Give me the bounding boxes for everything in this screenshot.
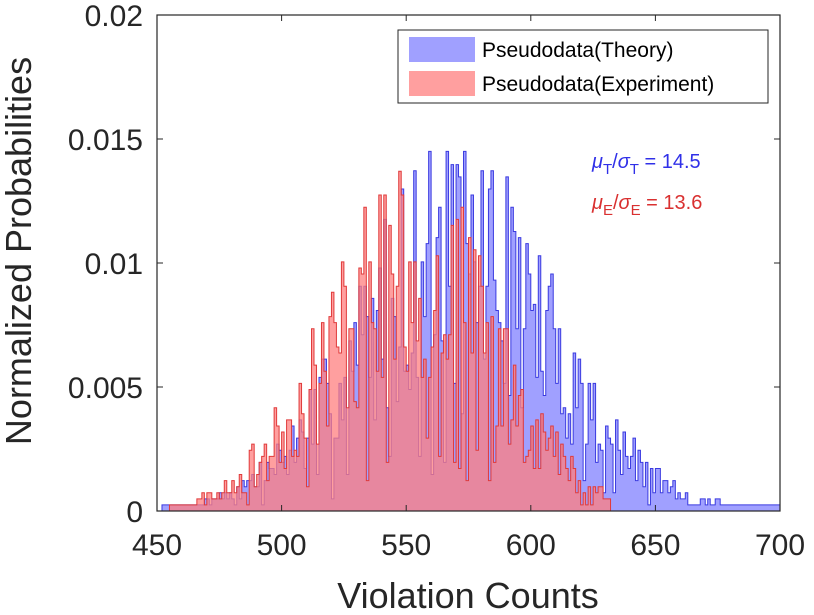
ticks-group: 450 500 550 600 650 700 0 0.005 0.01 0.015 0.02 (68, 0, 805, 562)
y-tick-label-0.015: 0.015 (68, 124, 143, 157)
annot-exp-sub1: E (603, 202, 613, 219)
x-tick-label-700: 700 (755, 529, 805, 562)
y-tick-label-0.005: 0.005 (68, 372, 143, 405)
annot-exp-value: = 13.6 (641, 192, 703, 214)
legend-label-experiment: Pseudodata(Experiment) (482, 73, 714, 96)
annotation-experiment-ratio: μE/σE = 13.6 (591, 192, 702, 219)
annot-theory-sigma: σ (618, 151, 631, 173)
legend-swatch-experiment (409, 71, 475, 96)
legend: Pseudodata(Theory) Pseudodata(Experiment… (397, 29, 769, 104)
annot-theory-sub1: T (603, 161, 612, 178)
annot-theory-sub2: T (630, 161, 639, 178)
annot-exp-sigma: σ (619, 192, 632, 214)
annotation-theory-ratio: μT/σT = 14.5 (591, 151, 701, 178)
x-axis-title: Violation Counts (337, 575, 599, 615)
histogram-series-experiment (168, 170, 612, 512)
annot-theory-mu: μ (591, 151, 603, 173)
legend-swatch-theory (409, 37, 475, 62)
x-tick-label-550: 550 (381, 529, 431, 562)
legend-label-theory: Pseudodata(Theory) (482, 39, 673, 62)
annot-theory-slash: / (612, 151, 618, 173)
y-tick-label-0.02: 0.02 (85, 0, 143, 33)
annot-exp-sub2: E (631, 202, 641, 219)
y-tick-label-0: 0 (126, 496, 143, 529)
y-axis-title: Normalized Probabilities (0, 57, 39, 445)
x-tick-label-450: 450 (132, 529, 182, 562)
annot-theory-value: = 14.5 (639, 151, 701, 173)
x-tick-label-600: 600 (506, 529, 556, 562)
annot-exp-slash: / (613, 192, 619, 214)
annot-exp-mu: μ (591, 192, 603, 214)
x-tick-label-650: 650 (630, 529, 680, 562)
histogram-bars-group (161, 150, 781, 512)
y-tick-label-0.01: 0.01 (85, 248, 143, 281)
x-tick-label-500: 500 (257, 529, 307, 562)
